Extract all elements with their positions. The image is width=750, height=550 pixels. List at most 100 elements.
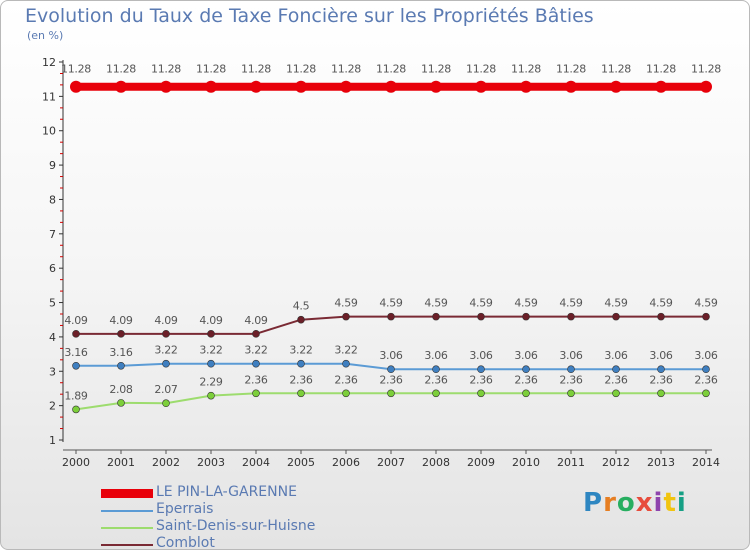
proxiti-logo: Proxiti [583,488,687,518]
x-tick-label: 2001 [107,456,135,469]
x-tick-label: 2011 [557,456,585,469]
y-tick-label: 11 [42,90,56,103]
data-point [207,391,215,400]
legend-label: LE PIN-LA-GARENNE [156,484,297,500]
data-point [162,359,170,368]
data-label: 4.59 [334,297,358,310]
data-label: 4.59 [379,297,403,310]
data-point [522,365,530,374]
data-label: 3.16 [109,346,133,359]
y-tick-label: 7 [49,228,56,241]
x-tick-label: 2006 [332,456,360,469]
x-tick-label: 2014 [692,456,720,469]
data-label: 3.06 [649,349,673,362]
data-label: 2.36 [469,373,493,386]
brand-letter: P [583,488,604,518]
x-tick-label: 2008 [422,456,450,469]
legend-swatch [101,489,153,498]
data-point [612,389,620,398]
y-tick-label: 6 [49,262,56,275]
data-label: 2.08 [109,383,133,396]
data-point [297,359,305,368]
data-label: 2.36 [604,373,628,386]
data-label: 11.28 [376,63,406,76]
data-label: 11.28 [691,63,721,76]
y-tick-label: 1 [49,434,56,447]
data-point [520,80,532,93]
data-label: 2.36 [379,373,403,386]
data-label: 11.28 [286,63,316,76]
data-label: 4.09 [109,314,133,327]
data-label: 2.36 [649,373,673,386]
data-point [342,312,350,321]
data-point [342,359,350,368]
x-tick-label: 2003 [197,456,225,469]
data-label: 3.06 [424,349,448,362]
data-point [655,80,667,93]
data-point [567,389,575,398]
data-label: 2.36 [559,373,583,386]
data-label: 2.29 [199,376,223,389]
data-point [297,315,305,324]
data-point [340,80,352,93]
data-point [70,80,82,93]
data-label: 11.28 [556,63,586,76]
x-tick-label: 2007 [377,456,405,469]
data-point [610,80,622,93]
data-point [432,389,440,398]
data-point [252,330,260,338]
data-label: 11.28 [466,63,496,76]
data-label: 2.36 [424,373,448,386]
data-point [72,361,80,370]
data-point [162,330,170,338]
data-label: 4.59 [604,297,628,310]
data-label: 3.22 [244,344,267,357]
data-label: 11.28 [61,63,91,76]
data-label: 11.28 [331,63,361,76]
data-point [160,80,172,93]
data-point [612,312,620,321]
data-point [702,312,710,321]
data-point [567,312,575,321]
data-label: 2.36 [289,373,313,386]
data-label: 2.07 [154,383,178,396]
data-point [72,405,80,414]
data-point [612,365,620,374]
data-label: 3.22 [289,344,312,357]
data-point [252,389,260,398]
data-point [657,389,665,398]
y-tick-label: 9 [49,159,56,172]
data-point [387,312,395,321]
data-label: 4.59 [649,297,673,310]
x-tick-label: 2013 [647,456,675,469]
legend-swatch [101,544,153,546]
y-tick-label: 5 [49,297,56,310]
legend-label: Eperrais [156,501,214,517]
x-tick-label: 2002 [152,456,180,469]
x-tick-label: 2010 [512,456,540,469]
data-point [72,330,80,338]
data-label: 4.09 [244,314,268,327]
data-point [162,399,170,408]
data-point [207,359,215,368]
data-label: 3.16 [64,346,88,359]
data-point [205,80,217,93]
x-tick-label: 2004 [242,456,270,469]
data-point [522,312,530,321]
data-point [477,389,485,398]
data-label: 4.59 [694,297,718,310]
x-tick-label: 2009 [467,456,495,469]
data-point [657,365,665,374]
data-point [115,80,127,93]
data-label: 3.06 [559,349,583,362]
data-point [475,80,487,93]
data-point [430,80,442,93]
data-label: 11.28 [601,63,631,76]
data-label: 2.36 [514,373,538,386]
data-point [387,389,395,398]
legend-swatch [101,510,153,512]
data-point [477,312,485,321]
data-point [207,330,215,338]
